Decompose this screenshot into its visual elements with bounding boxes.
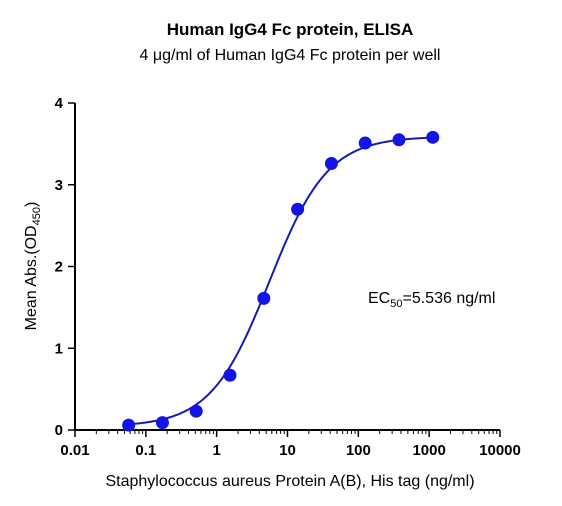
x-tick-label: 0.01 — [60, 442, 89, 459]
data-point — [257, 291, 271, 305]
ec50-annotation: EC50=5.536 ng/ml — [368, 290, 495, 310]
chart-subtitle: 4 μg/ml of Human IgG4 Fc protein per wel… — [140, 47, 441, 64]
x-tick-label: 1000 — [412, 442, 445, 459]
chart-title: Human IgG4 Fc protein, ELISA — [167, 20, 414, 39]
ec50-label-sub: 50 — [390, 298, 402, 310]
y-tick-label: 3 — [55, 177, 63, 194]
x-axis-ticks: 0.01 0.1 1 10 100 1000 10000 — [60, 430, 521, 459]
y-axis-label-main: Mean Abs.(OD — [23, 225, 40, 330]
x-tick-label: 10 — [279, 442, 296, 459]
y-tick-label: 1 — [55, 340, 63, 357]
fit-curve — [128, 136, 433, 426]
data-point — [291, 202, 305, 216]
y-axis-label: Mean Abs.(OD450) — [23, 202, 43, 331]
ec50-label-rest: =5.536 ng/ml — [402, 290, 495, 307]
ec50-label-main: EC — [368, 290, 390, 307]
x-tick-label: 0.1 — [135, 442, 156, 459]
y-axis-label-close: ) — [23, 202, 40, 207]
data-point — [392, 133, 406, 147]
x-axis-label: Staphylococcus aureus Protein A(B), His … — [105, 473, 474, 490]
y-tick-label: 4 — [55, 95, 64, 112]
data-point — [358, 136, 372, 150]
data-point — [155, 416, 169, 430]
data-point — [189, 404, 203, 418]
x-tick-label: 10000 — [479, 442, 521, 459]
data-point — [426, 130, 440, 144]
data-point — [324, 156, 338, 170]
y-tick-label: 0 — [55, 422, 63, 439]
y-axis-ticks: 0 1 2 3 4 — [55, 95, 75, 439]
data-points — [122, 130, 440, 432]
x-tick-label: 1 — [212, 442, 220, 459]
axes — [74, 103, 500, 431]
y-tick-label: 2 — [55, 259, 63, 276]
y-axis-label-sub: 450 — [31, 207, 43, 225]
data-point — [223, 368, 237, 382]
x-tick-label: 100 — [346, 442, 371, 459]
data-point — [122, 418, 136, 432]
